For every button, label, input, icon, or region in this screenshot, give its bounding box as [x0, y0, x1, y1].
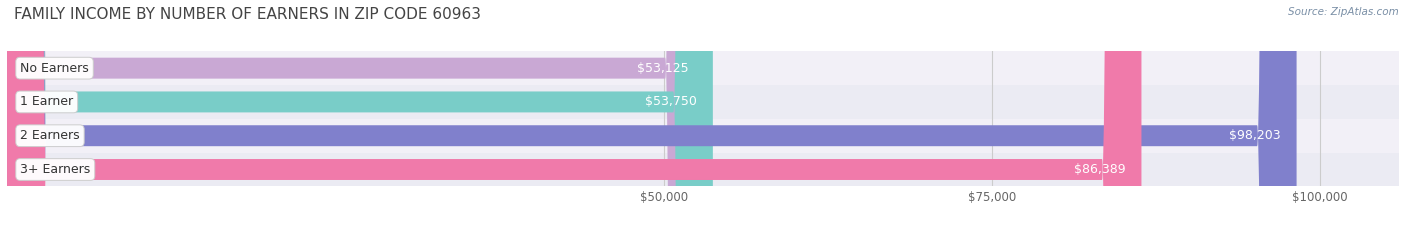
FancyBboxPatch shape	[7, 0, 1296, 233]
Bar	[7, 119, 1399, 153]
Bar	[7, 85, 1399, 119]
Text: $98,203: $98,203	[1229, 129, 1281, 142]
FancyBboxPatch shape	[7, 0, 704, 233]
Text: $53,125: $53,125	[637, 62, 689, 75]
FancyBboxPatch shape	[7, 0, 1142, 233]
Text: 1 Earner: 1 Earner	[20, 96, 73, 108]
Text: 2 Earners: 2 Earners	[20, 129, 80, 142]
FancyBboxPatch shape	[7, 0, 713, 233]
Bar	[7, 51, 1399, 85]
Bar	[7, 153, 1399, 186]
Text: 3+ Earners: 3+ Earners	[20, 163, 90, 176]
Text: FAMILY INCOME BY NUMBER OF EARNERS IN ZIP CODE 60963: FAMILY INCOME BY NUMBER OF EARNERS IN ZI…	[14, 7, 481, 22]
Text: Source: ZipAtlas.com: Source: ZipAtlas.com	[1288, 7, 1399, 17]
Text: No Earners: No Earners	[20, 62, 89, 75]
Text: $53,750: $53,750	[645, 96, 697, 108]
Text: $86,389: $86,389	[1074, 163, 1126, 176]
